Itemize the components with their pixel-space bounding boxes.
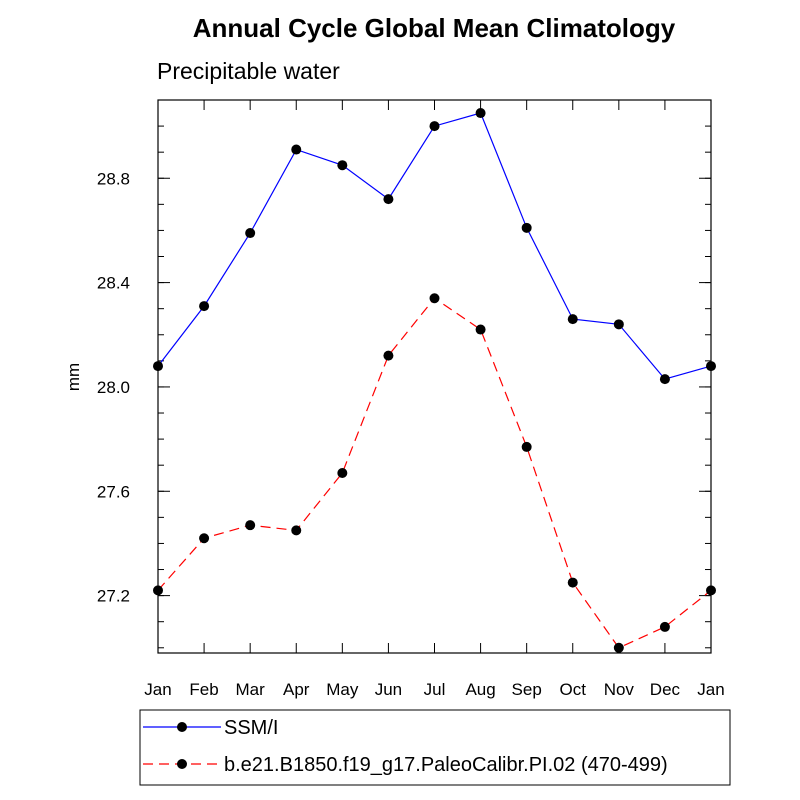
legend-marker-ssmi (177, 722, 187, 732)
x-tick-label: Apr (283, 680, 310, 699)
legend: SSM/I b.e21.B1850.f19_g17.PaleoCalibr.PI… (139, 709, 731, 786)
data-point-series-0 (659, 374, 670, 385)
legend-box (139, 709, 731, 786)
data-point-series-1 (613, 642, 624, 653)
x-tick-label: Jul (424, 680, 446, 699)
data-point-series-0 (706, 361, 716, 372)
data-point-series-0 (153, 361, 163, 372)
data-point-series-1 (706, 585, 716, 596)
data-point-series-1 (199, 533, 210, 544)
y-axis-label: mm (64, 363, 83, 391)
y-tick-label: 27.6 (97, 482, 130, 501)
data-point-series-0 (291, 144, 302, 155)
data-point-series-1 (475, 324, 486, 335)
x-tick-label: Jan (697, 680, 724, 699)
x-tick-label: Feb (189, 680, 218, 699)
data-point-series-0 (245, 228, 256, 239)
data-point-series-0 (199, 301, 210, 312)
x-tick-label: Mar (236, 680, 266, 699)
data-point-series-1 (291, 525, 302, 536)
legend-label-ssmi: SSM/I (224, 717, 278, 739)
data-point-series-1 (153, 585, 163, 596)
x-tick-label: Sep (512, 680, 542, 699)
data-point-series-0 (429, 121, 440, 132)
x-tick-label: Aug (465, 680, 495, 699)
legend-label-model: b.e21.B1850.f19_g17.PaleoCalibr.PI.02 (4… (224, 754, 668, 776)
y-tick-label: 27.2 (97, 587, 130, 606)
chart-subtitle: Precipitable water (157, 58, 340, 84)
data-point-series-0 (521, 222, 532, 233)
data-point-series-1 (659, 621, 670, 632)
x-tick-label: Oct (560, 680, 587, 699)
x-tick-label: Dec (650, 680, 681, 699)
x-tick-label: May (326, 680, 359, 699)
x-tick-label: Nov (604, 680, 635, 699)
data-point-series-1 (429, 293, 440, 304)
data-point-series-0 (613, 319, 624, 330)
data-point-series-0 (475, 108, 486, 119)
x-tick-label: Jan (144, 680, 171, 699)
y-tick-label: 28.4 (97, 274, 130, 293)
data-point-series-0 (567, 314, 578, 325)
data-point-series-1 (521, 441, 532, 452)
series-line-1 (157, 297, 712, 649)
data-point-series-1 (383, 350, 394, 361)
data-point-series-0 (337, 160, 348, 171)
data-point-series-1 (337, 468, 348, 479)
y-tick-label: 28.8 (97, 169, 130, 188)
y-tick-label: 28.0 (97, 378, 130, 397)
data-point-series-0 (383, 194, 394, 205)
data-point-series-1 (245, 520, 256, 531)
x-tick-label: Jun (375, 680, 402, 699)
axes-layer: Jan Feb Mar Apr May Jun Jul Aug Sep Oct Nov Dec Jan 2… (97, 99, 725, 699)
data-point-series-1 (567, 577, 578, 588)
legend-marker-model (177, 759, 187, 769)
series-line-0 (157, 112, 712, 380)
plot-frame (157, 99, 712, 654)
series-layer (153, 108, 716, 653)
chart-title: Annual Cycle Global Mean Climatology (193, 13, 676, 43)
